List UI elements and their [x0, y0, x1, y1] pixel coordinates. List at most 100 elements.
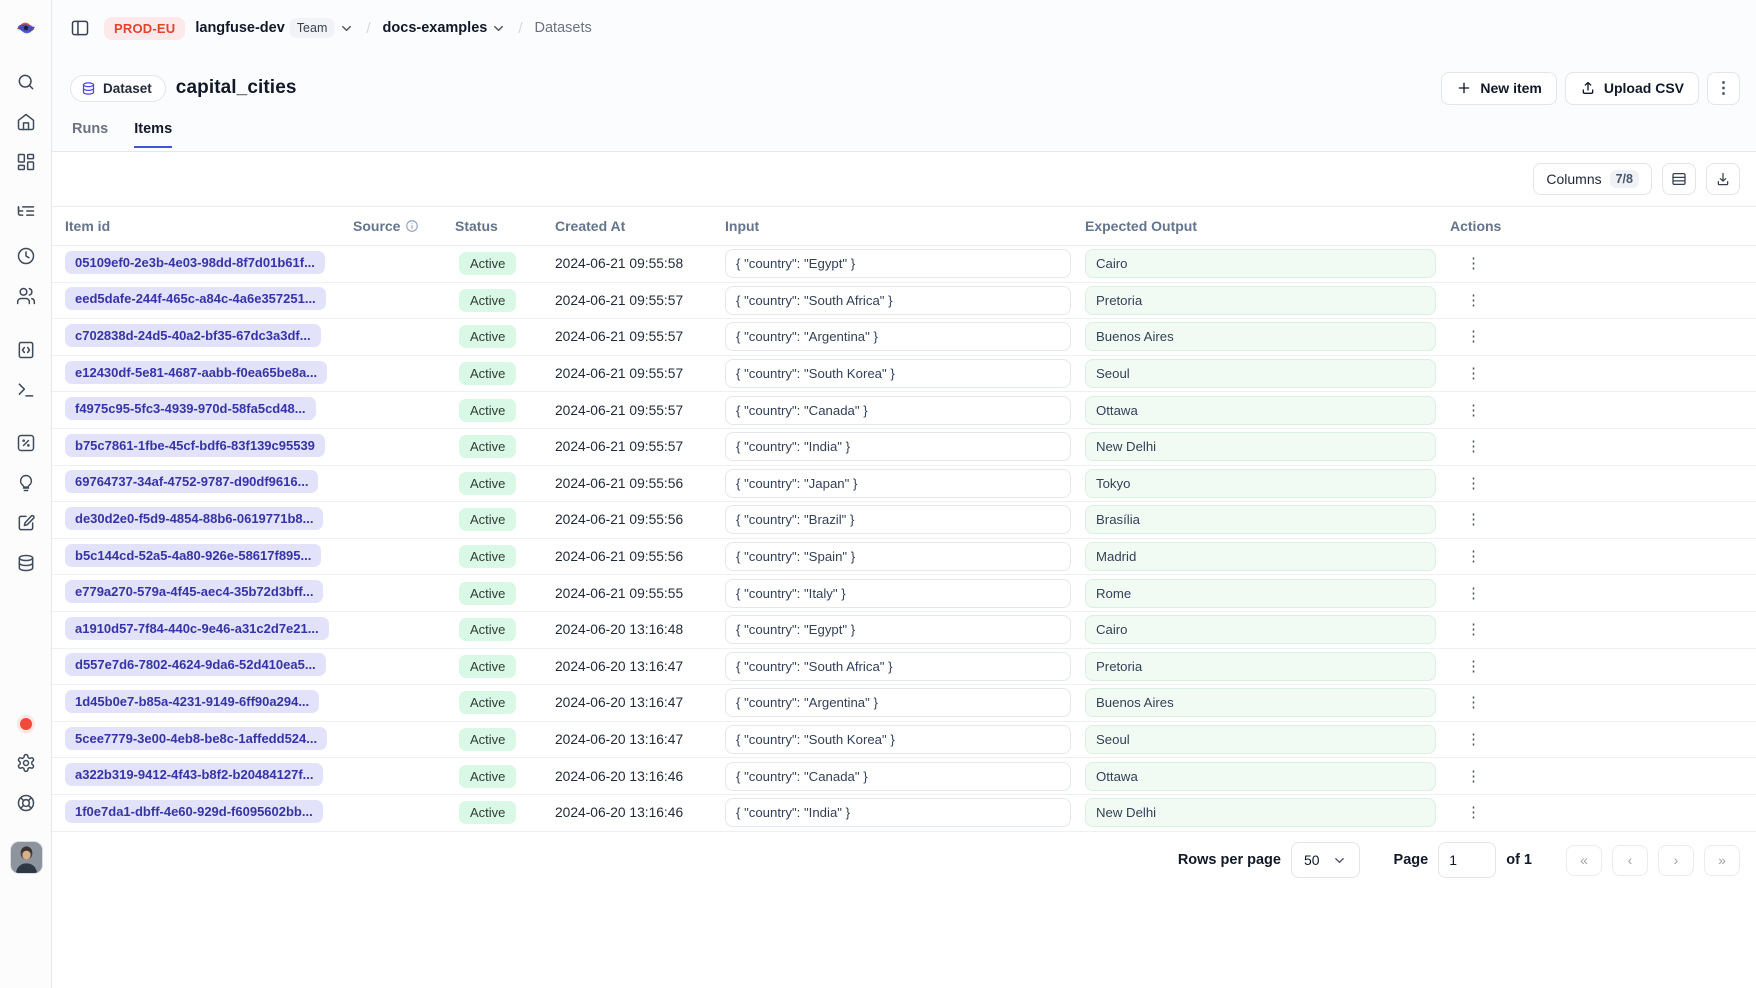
- expected-output-cell[interactable]: Buenos Aires: [1085, 688, 1436, 717]
- project-switcher[interactable]: docs-examples: [383, 20, 507, 36]
- expected-output-cell[interactable]: Buenos Aires: [1085, 322, 1436, 351]
- org-switcher[interactable]: langfuse-dev Team: [195, 18, 354, 38]
- input-cell[interactable]: { "country": "South Africa" }: [725, 286, 1071, 315]
- next-page-button[interactable]: ›: [1658, 845, 1694, 876]
- info-icon[interactable]: [405, 219, 419, 233]
- expected-output-cell[interactable]: Cairo: [1085, 249, 1436, 278]
- expected-output-cell[interactable]: Ottawa: [1085, 762, 1436, 791]
- tab-items[interactable]: Items: [134, 121, 172, 148]
- input-cell[interactable]: { "country": "Egypt" }: [725, 249, 1071, 278]
- input-cell[interactable]: { "country": "Japan" }: [725, 469, 1071, 498]
- created-at-cell: 2024-06-21 09:55:56: [555, 512, 683, 527]
- upload-csv-button[interactable]: Upload CSV: [1565, 72, 1699, 105]
- tab-runs[interactable]: Runs: [72, 121, 108, 148]
- row-actions-button[interactable]: ⋮: [1458, 474, 1489, 493]
- row-actions-button[interactable]: ⋮: [1458, 327, 1489, 346]
- page-number-input[interactable]: [1438, 842, 1496, 878]
- item-id-link[interactable]: eed5dafe-244f-465c-a84c-4a6e357251...: [65, 287, 326, 310]
- recording-indicator-dot[interactable]: [20, 718, 32, 730]
- row-height-button[interactable]: [1662, 163, 1696, 195]
- sidebar-toggle-icon[interactable]: [66, 14, 94, 42]
- expected-output-cell[interactable]: Madrid: [1085, 542, 1436, 571]
- expected-output-cell[interactable]: Pretoria: [1085, 286, 1436, 315]
- input-cell[interactable]: { "country": "Spain" }: [725, 542, 1071, 571]
- last-page-button[interactable]: »: [1704, 845, 1740, 876]
- row-actions-button[interactable]: ⋮: [1458, 803, 1489, 822]
- row-actions-button[interactable]: ⋮: [1458, 401, 1489, 420]
- sidebar-users-icon[interactable]: [16, 286, 36, 306]
- item-id-link[interactable]: 5cee7779-3e00-4eb8-be8c-1affedd524...: [65, 727, 327, 750]
- item-id-link[interactable]: c702838d-24d5-40a2-bf35-67dc3a3df...: [65, 324, 321, 347]
- row-actions-button[interactable]: ⋮: [1458, 254, 1489, 273]
- sidebar-search-icon[interactable]: [16, 72, 36, 92]
- input-cell[interactable]: { "country": "Egypt" }: [725, 615, 1071, 644]
- sidebar-annotation-icon[interactable]: [16, 513, 36, 533]
- expected-output-cell[interactable]: Seoul: [1085, 359, 1436, 388]
- row-actions-button[interactable]: ⋮: [1458, 510, 1489, 529]
- item-id-link[interactable]: a322b319-9412-4f43-b8f2-b20484127f...: [65, 763, 323, 786]
- input-cell[interactable]: { "country": "Argentina" }: [725, 322, 1071, 351]
- input-cell[interactable]: { "country": "Canada" }: [725, 396, 1071, 425]
- rows-per-page-select[interactable]: 50: [1291, 842, 1360, 878]
- sidebar-evals-icon[interactable]: [16, 433, 36, 453]
- input-cell[interactable]: { "country": "Italy" }: [725, 579, 1071, 608]
- item-id-link[interactable]: d557e7d6-7802-4624-9da6-52d410ea5...: [65, 653, 326, 676]
- sidebar-prompts-icon[interactable]: [16, 340, 36, 360]
- item-id-link[interactable]: 1d45b0e7-b85a-4231-9149-6ff90a294...: [65, 690, 319, 713]
- expected-output-cell[interactable]: Tokyo: [1085, 469, 1436, 498]
- sidebar-settings-icon[interactable]: [16, 753, 36, 773]
- expected-output-cell[interactable]: Pretoria: [1085, 652, 1436, 681]
- row-actions-button[interactable]: ⋮: [1458, 364, 1489, 383]
- new-item-button[interactable]: New item: [1441, 72, 1556, 105]
- expected-output-cell[interactable]: Seoul: [1085, 725, 1436, 754]
- columns-button[interactable]: Columns 7/8: [1533, 163, 1652, 195]
- expected-output-cell[interactable]: Rome: [1085, 579, 1436, 608]
- item-id-link[interactable]: e12430df-5e81-4687-aabb-f0ea65be8a...: [65, 361, 327, 384]
- row-actions-button[interactable]: ⋮: [1458, 547, 1489, 566]
- expected-output-cell[interactable]: Ottawa: [1085, 396, 1436, 425]
- export-button[interactable]: [1706, 163, 1740, 195]
- expected-output-cell[interactable]: Cairo: [1085, 615, 1436, 644]
- item-id-link[interactable]: b5c144cd-52a5-4a80-926e-58617f895...: [65, 544, 321, 567]
- item-id-link[interactable]: e779a270-579a-4f45-aec4-35b72d3bff...: [65, 580, 323, 603]
- item-id-link[interactable]: 1f0e7da1-dbff-4e60-929d-f6095602bb...: [65, 800, 323, 823]
- item-id-link[interactable]: 69764737-34af-4752-9787-d90df9616...: [65, 470, 318, 493]
- expected-output-cell[interactable]: Brasília: [1085, 505, 1436, 534]
- sidebar-support-icon[interactable]: [16, 793, 36, 813]
- user-avatar[interactable]: [10, 841, 43, 874]
- breadcrumb-section[interactable]: Datasets: [535, 20, 592, 36]
- sidebar-dashboards-icon[interactable]: [16, 152, 36, 172]
- expected-output-cell[interactable]: New Delhi: [1085, 798, 1436, 827]
- row-actions-button[interactable]: ⋮: [1458, 437, 1489, 456]
- row-actions-button[interactable]: ⋮: [1458, 584, 1489, 603]
- sidebar-datasets-icon[interactable]: [16, 553, 36, 573]
- sidebar-sessions-icon[interactable]: [16, 246, 36, 266]
- row-actions-button[interactable]: ⋮: [1458, 767, 1489, 786]
- row-actions-button[interactable]: ⋮: [1458, 693, 1489, 712]
- row-actions-button[interactable]: ⋮: [1458, 730, 1489, 749]
- item-id-link[interactable]: de30d2e0-f5d9-4854-88b6-0619771b8...: [65, 507, 323, 530]
- sidebar-home-icon[interactable]: [16, 112, 36, 132]
- sidebar-insights-icon[interactable]: [16, 473, 36, 493]
- input-cell[interactable]: { "country": "India" }: [725, 798, 1071, 827]
- expected-output-cell[interactable]: New Delhi: [1085, 432, 1436, 461]
- input-cell[interactable]: { "country": "Brazil" }: [725, 505, 1071, 534]
- input-cell[interactable]: { "country": "Canada" }: [725, 762, 1071, 791]
- input-cell[interactable]: { "country": "Argentina" }: [725, 688, 1071, 717]
- dataset-more-actions-button[interactable]: ⋮: [1707, 72, 1740, 105]
- item-id-link[interactable]: f4975c95-5fc3-4939-970d-58fa5cd48...: [65, 397, 316, 420]
- sidebar-playground-icon[interactable]: [16, 380, 36, 400]
- first-page-button[interactable]: «: [1566, 845, 1602, 876]
- input-cell[interactable]: { "country": "South Korea" }: [725, 359, 1071, 388]
- sidebar-tracing-icon[interactable]: [16, 201, 36, 221]
- item-id-link[interactable]: a1910d57-7f84-440c-9e46-a31c2d7e21...: [65, 617, 329, 640]
- row-actions-button[interactable]: ⋮: [1458, 620, 1489, 639]
- input-cell[interactable]: { "country": "South Korea" }: [725, 725, 1071, 754]
- row-actions-button[interactable]: ⋮: [1458, 291, 1489, 310]
- input-cell[interactable]: { "country": "South Africa" }: [725, 652, 1071, 681]
- item-id-link[interactable]: 05109ef0-2e3b-4e03-98dd-8f7d01b61f...: [65, 251, 325, 274]
- input-cell[interactable]: { "country": "India" }: [725, 432, 1071, 461]
- item-id-link[interactable]: b75c7861-1fbe-45cf-bdf6-83f139c95539: [65, 434, 325, 457]
- prev-page-button[interactable]: ‹: [1612, 845, 1648, 876]
- row-actions-button[interactable]: ⋮: [1458, 657, 1489, 676]
